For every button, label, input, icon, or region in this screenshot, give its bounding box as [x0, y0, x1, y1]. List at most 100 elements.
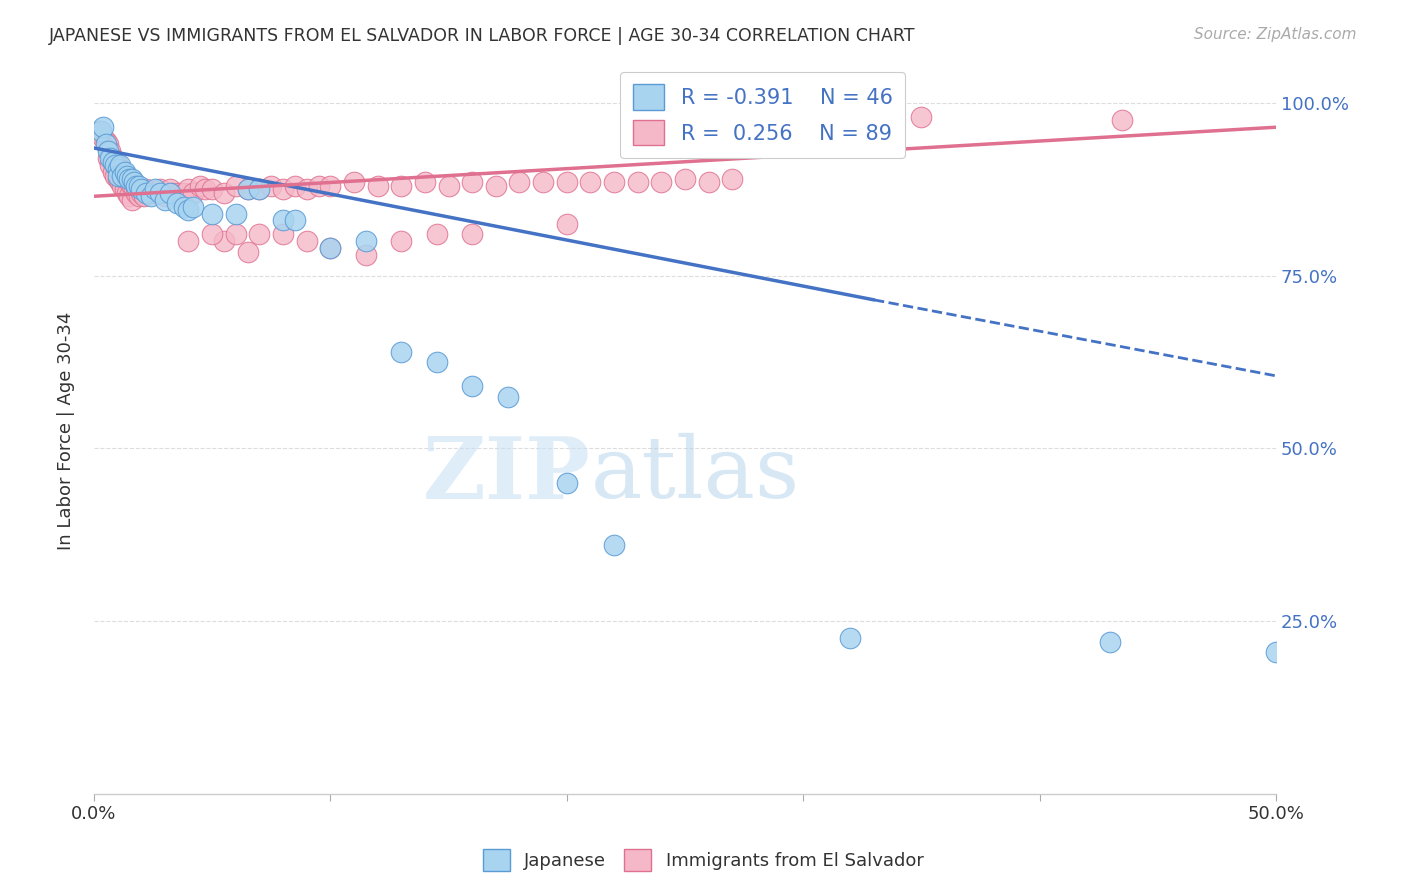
Text: JAPANESE VS IMMIGRANTS FROM EL SALVADOR IN LABOR FORCE | AGE 30-34 CORRELATION C: JAPANESE VS IMMIGRANTS FROM EL SALVADOR … [49, 27, 915, 45]
Point [100, 151, 122, 165]
Point [122, 176, 145, 190]
Point [118, 172, 141, 186]
Point [201, 206, 224, 220]
Point [121, 178, 143, 193]
Point [125, 186, 148, 200]
Point [135, 186, 157, 200]
Point [461, 176, 484, 190]
Point [284, 213, 307, 227]
Point [249, 182, 271, 196]
Point [118, 176, 141, 190]
Point [111, 169, 134, 183]
Point [87, 123, 110, 137]
Point [94, 137, 117, 152]
Point [149, 186, 172, 200]
Point [97, 137, 120, 152]
Point [413, 176, 436, 190]
Point [201, 227, 224, 242]
Point [249, 227, 271, 242]
Point [107, 161, 129, 176]
Point [122, 182, 145, 196]
Point [295, 234, 318, 248]
Point [115, 186, 138, 200]
Point [212, 234, 235, 248]
Point [121, 172, 143, 186]
Point [194, 182, 217, 196]
Point [555, 475, 578, 490]
Point [603, 538, 626, 552]
Point [319, 178, 342, 193]
Point [249, 182, 271, 196]
Point [721, 172, 744, 186]
Point [181, 186, 204, 200]
Point [135, 182, 157, 196]
Point [90, 127, 112, 141]
Point [177, 182, 200, 196]
Point [145, 186, 167, 200]
Point [129, 186, 152, 200]
Legend: R = -0.391    N = 46, R =  0.256    N = 89: R = -0.391 N = 46, R = 0.256 N = 89 [620, 71, 905, 158]
Point [627, 176, 650, 190]
Point [508, 176, 530, 190]
Point [426, 355, 449, 369]
Point [437, 178, 460, 193]
Point [389, 178, 412, 193]
Point [236, 182, 259, 196]
Point [132, 189, 155, 203]
Point [426, 227, 449, 242]
Point [496, 390, 519, 404]
Point [125, 178, 148, 193]
Point [101, 151, 124, 165]
Point [173, 186, 195, 200]
Text: Source: ZipAtlas.com: Source: ZipAtlas.com [1194, 27, 1357, 42]
Point [173, 200, 195, 214]
Point [111, 165, 134, 179]
Point [697, 176, 720, 190]
Point [354, 234, 377, 248]
Point [139, 189, 162, 203]
Point [167, 186, 190, 200]
Point [1111, 113, 1133, 128]
Point [531, 176, 554, 190]
Point [149, 182, 172, 196]
Point [90, 123, 112, 137]
Point [153, 189, 176, 203]
Point [160, 186, 183, 200]
Point [271, 182, 294, 196]
Point [100, 145, 122, 159]
Point [107, 172, 129, 186]
Point [104, 158, 127, 172]
Point [115, 172, 138, 186]
Point [271, 227, 294, 242]
Point [128, 178, 150, 193]
Point [236, 244, 259, 259]
Point [603, 176, 626, 190]
Point [101, 154, 124, 169]
Point [650, 176, 672, 190]
Point [104, 154, 127, 169]
Point [177, 203, 200, 218]
Point [107, 158, 129, 172]
Point [367, 178, 389, 193]
Legend: Japanese, Immigrants from El Salvador: Japanese, Immigrants from El Salvador [475, 842, 931, 879]
Point [225, 227, 247, 242]
Point [673, 172, 696, 186]
Point [104, 169, 127, 183]
Point [114, 165, 136, 179]
Point [108, 161, 131, 176]
Point [389, 344, 412, 359]
Point [97, 145, 120, 159]
Point [153, 193, 176, 207]
Y-axis label: In Labor Force | Age 30-34: In Labor Force | Age 30-34 [58, 312, 75, 550]
Point [343, 176, 366, 190]
Point [114, 182, 136, 196]
Point [93, 130, 115, 145]
Text: atlas: atlas [591, 433, 800, 516]
Point [910, 110, 932, 124]
Point [225, 206, 247, 220]
Point [308, 178, 330, 193]
Point [108, 158, 131, 172]
Point [839, 632, 862, 646]
Point [319, 241, 342, 255]
Point [121, 193, 143, 207]
